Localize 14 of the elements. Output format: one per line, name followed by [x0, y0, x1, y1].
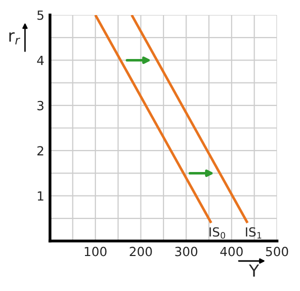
x-tick-label: 100	[84, 246, 106, 256]
annotation: IS$_{1}$	[246, 227, 262, 239]
y-tick-label: 3	[37, 100, 44, 110]
x-tick-label: 300	[175, 246, 198, 256]
x-tick-label: 500	[266, 246, 288, 256]
y-tick-label: 5	[37, 10, 44, 20]
x-tick-label: 400	[220, 246, 243, 256]
x-tick-label: 200	[130, 246, 152, 256]
x-axis-title: Y	[248, 264, 260, 277]
y-tick-label: 4	[37, 56, 44, 65]
y-axis-title: r$_{r}$	[9, 32, 20, 44]
y-tick-label: 1	[38, 191, 44, 201]
annotation: IS$_{0}$	[210, 227, 226, 239]
y-tick-label: 2	[37, 146, 44, 156]
